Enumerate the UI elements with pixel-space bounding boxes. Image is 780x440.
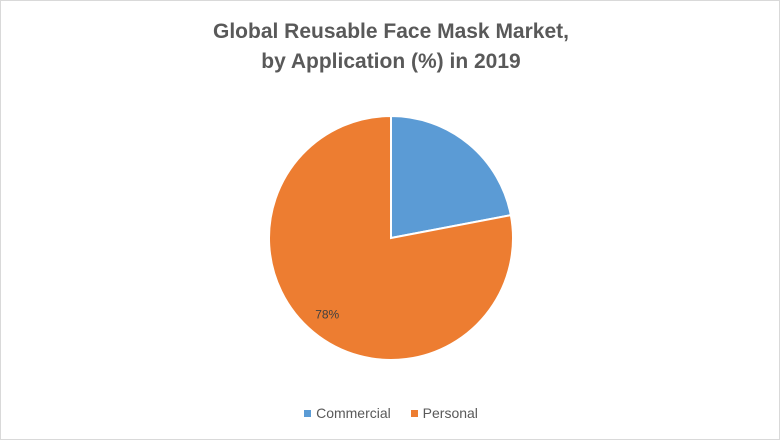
legend-swatch-commercial: [304, 410, 312, 418]
legend-item-personal: Personal: [410, 405, 478, 422]
pie-slice-personal: [268, 114, 514, 361]
legend-label-commercial: Commercial: [316, 405, 391, 422]
chart-title-line-2: by Application (%) in 2019: [261, 50, 521, 73]
pie-slices: [268, 114, 514, 361]
chart-title-line-1: Global Reusable Face Mask Market,: [213, 20, 569, 43]
legend-label-personal: Personal: [422, 405, 478, 422]
data-label-personal: 78%: [315, 307, 339, 321]
pie-slice-commercial: [390, 114, 513, 240]
legend-swatch-personal: [410, 410, 418, 418]
legend-item-commercial: Commercial: [304, 405, 391, 421]
chart-legend: Commercial Personal: [1, 404, 780, 421]
chart-title: Global Reusable Face Mask Market, by App…: [1, 17, 780, 77]
pie-data-labels: 78%: [315, 307, 339, 321]
